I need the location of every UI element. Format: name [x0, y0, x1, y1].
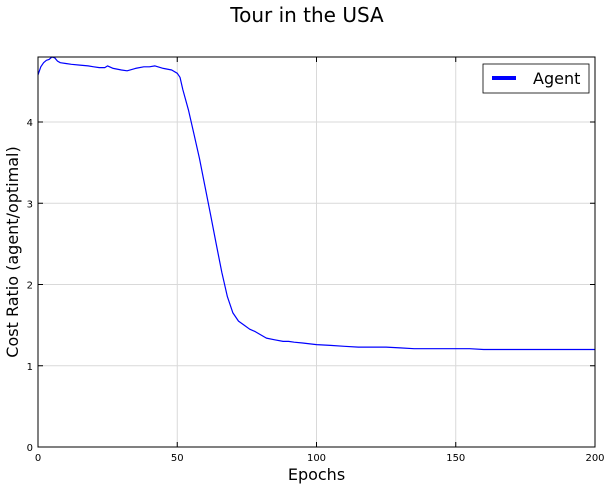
- y-tick-label: 0: [27, 443, 33, 454]
- x-tick-label: 200: [585, 453, 604, 464]
- legend: Agent: [482, 63, 590, 94]
- y-tick-label: 4: [27, 118, 33, 129]
- legend-label: Agent: [533, 69, 580, 88]
- x-tick-label: 50: [171, 453, 184, 464]
- y-tick-label: 1: [27, 362, 33, 373]
- x-tick-label: 100: [307, 453, 326, 464]
- y-tick-label: 3: [27, 199, 33, 210]
- chart-title: Tour in the USA: [229, 3, 384, 27]
- tick-layer: 0 50 100 150 200 0 1 2 3 4: [27, 57, 605, 464]
- grid-lines: [38, 57, 595, 447]
- y-tick-label: 2: [27, 281, 33, 292]
- x-tick-label: 150: [446, 453, 465, 464]
- y-axis-label: Cost Ratio (agent/optimal): [3, 146, 22, 357]
- x-tick-label: 0: [35, 453, 41, 464]
- series-layer: [37, 56, 595, 351]
- x-axis-label: Epochs: [288, 465, 345, 484]
- series-line-agent: [37, 56, 595, 351]
